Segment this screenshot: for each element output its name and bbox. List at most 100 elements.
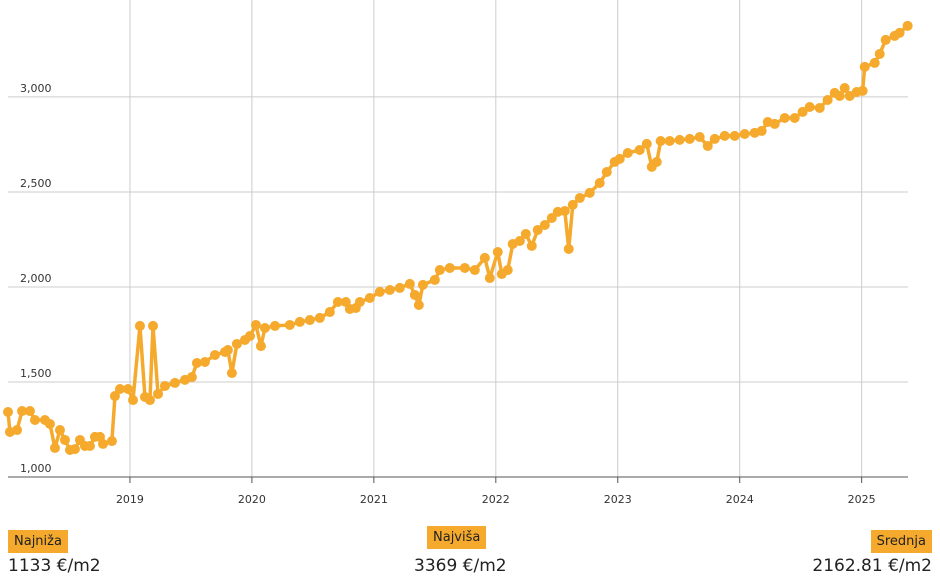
point [822, 94, 833, 105]
point [859, 61, 870, 72]
point [314, 312, 325, 323]
y-tick-label: 1,000 [20, 462, 52, 475]
point [69, 444, 80, 455]
point [614, 153, 625, 164]
point [12, 425, 23, 436]
point [429, 274, 440, 285]
point [857, 85, 868, 96]
point [729, 130, 740, 141]
avg-value: 2162.81 €/m2 [812, 556, 932, 576]
point [186, 372, 197, 383]
max-label: Najviša [427, 526, 487, 549]
point [434, 265, 445, 276]
point [222, 345, 233, 356]
point [109, 391, 120, 402]
point [404, 278, 415, 289]
point [250, 319, 261, 330]
y-tick-label: 2,500 [20, 177, 52, 190]
point [484, 273, 495, 284]
point [539, 220, 550, 231]
point [756, 125, 767, 136]
point [574, 193, 585, 204]
point [255, 341, 266, 352]
point [364, 292, 375, 303]
point [694, 132, 705, 143]
point [769, 118, 780, 129]
point [199, 357, 210, 368]
series-line [6, 24, 909, 452]
y-tick-label: 3,000 [20, 82, 52, 95]
point [655, 136, 666, 147]
min-label: Najniža [8, 530, 68, 553]
point [622, 147, 633, 158]
point [514, 235, 525, 246]
point [44, 418, 55, 429]
point [634, 144, 645, 155]
point [148, 320, 158, 331]
point [191, 357, 202, 368]
point [231, 338, 242, 349]
avg-label: Srednja [870, 530, 932, 553]
x-tick-label: 2022 [482, 493, 510, 506]
chart: 1,000 1,500 2,000 2,500 3,000 2019 2020 2021 202… [3, 0, 913, 506]
y-tick-label: 1,500 [20, 367, 52, 380]
point [123, 384, 133, 395]
point [259, 323, 270, 334]
point [641, 138, 652, 149]
point [444, 262, 455, 273]
point [209, 349, 220, 360]
point [226, 368, 237, 379]
point [902, 20, 913, 31]
point [804, 101, 815, 112]
point [739, 128, 750, 139]
point [244, 330, 255, 341]
point [563, 243, 574, 254]
point [269, 320, 280, 331]
point [128, 395, 138, 406]
point [526, 240, 537, 251]
point [674, 134, 685, 145]
point [797, 106, 808, 117]
point [880, 34, 891, 45]
point [324, 307, 335, 318]
point [479, 252, 490, 263]
point [54, 425, 65, 436]
point [417, 279, 428, 290]
y-tick-label: 2,000 [20, 272, 52, 285]
point [459, 262, 470, 273]
point [567, 199, 578, 210]
point [894, 27, 905, 38]
point [144, 395, 155, 406]
point [469, 265, 480, 276]
point [702, 140, 713, 151]
point [839, 82, 850, 93]
point [304, 315, 315, 326]
point [869, 57, 880, 68]
point [153, 388, 163, 399]
point [159, 380, 170, 391]
x-tick-label: 2020 [238, 493, 266, 506]
point [294, 316, 305, 327]
point [779, 113, 790, 124]
point [354, 296, 365, 307]
point [719, 130, 730, 141]
point [492, 246, 503, 257]
point [874, 48, 885, 59]
point [24, 406, 35, 417]
point [114, 384, 125, 395]
point [409, 289, 420, 300]
point [332, 296, 343, 307]
min-value: 1133 €/m2 [8, 556, 101, 576]
point [709, 133, 720, 144]
point [394, 282, 405, 293]
point [384, 285, 395, 296]
x-tick-label: 2021 [360, 493, 388, 506]
point [594, 178, 605, 189]
point [502, 265, 513, 276]
point [601, 166, 612, 177]
point [520, 228, 531, 239]
point [3, 407, 13, 418]
point [98, 438, 108, 449]
point [84, 441, 95, 452]
